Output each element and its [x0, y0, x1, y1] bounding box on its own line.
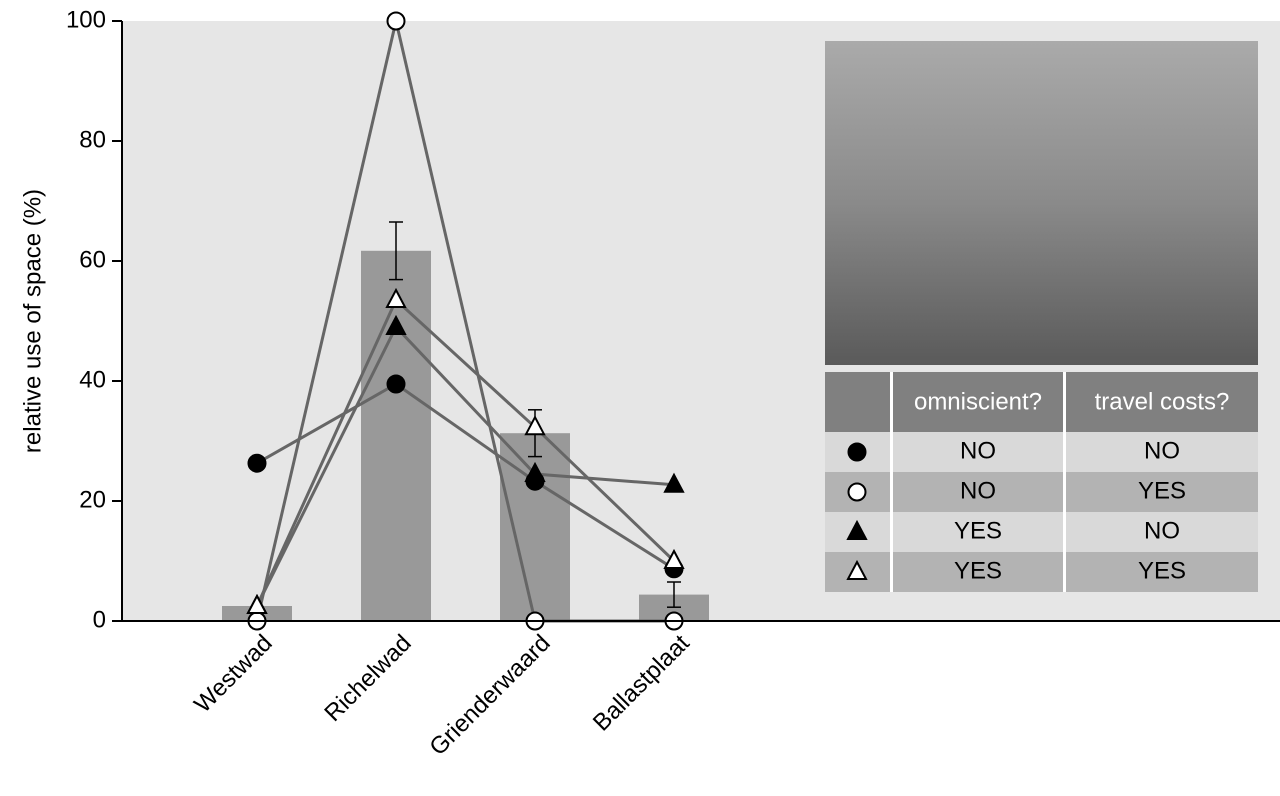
- y-tick-label: 40: [79, 366, 106, 393]
- marker: [385, 287, 407, 308]
- y-axis-label: relative use of space (%): [19, 189, 46, 453]
- legend-marker: [846, 519, 868, 540]
- y-tick-label: 100: [66, 6, 106, 33]
- marker: [385, 314, 407, 335]
- legend-header: omniscient?: [914, 388, 1042, 415]
- legend-cell: YES: [954, 557, 1002, 584]
- x-tick-label: Westwad: [189, 630, 278, 719]
- series-line: [255, 297, 676, 607]
- bar: [500, 433, 570, 621]
- legend-marker: [847, 442, 867, 462]
- marker: [386, 11, 406, 31]
- x-tick-label: Richelwad: [319, 630, 416, 727]
- legend-header: travel costs?: [1095, 388, 1230, 415]
- legend-cell: YES: [1138, 477, 1186, 504]
- bar: [361, 250, 431, 622]
- legend-cell: NO: [1144, 517, 1180, 544]
- marker: [663, 548, 685, 569]
- y-tick-label: 60: [79, 246, 106, 273]
- legend-cell: NO: [1144, 437, 1180, 464]
- marker: [524, 415, 546, 436]
- legend-cell: NO: [960, 437, 996, 464]
- marker: [663, 472, 685, 493]
- x-tick-label: Grienderwaard: [424, 630, 555, 761]
- legend-row-bg: [825, 472, 1258, 512]
- photo: [825, 41, 1258, 365]
- y-tick-label: 0: [93, 606, 106, 633]
- legend-cell: YES: [954, 517, 1002, 544]
- legend-row-bg: [825, 512, 1258, 552]
- error-bar: [667, 581, 681, 608]
- marker: [247, 453, 267, 473]
- marker: [524, 461, 546, 482]
- marker: [246, 593, 268, 614]
- legend-header-bg: [825, 372, 1258, 432]
- x-tick-label: Ballastplaat: [588, 629, 695, 736]
- y-tick-label: 20: [79, 486, 106, 513]
- marker: [386, 374, 406, 394]
- series-line: [256, 382, 675, 571]
- legend-marker: [847, 482, 867, 502]
- legend-marker: [846, 559, 868, 580]
- legend-cell: YES: [1138, 557, 1186, 584]
- series-line: [255, 324, 675, 607]
- y-tick-label: 80: [79, 126, 106, 153]
- legend-row-bg: [825, 432, 1258, 472]
- error-bar: [389, 221, 403, 281]
- legend-row-bg: [825, 552, 1258, 592]
- legend-cell: NO: [960, 477, 996, 504]
